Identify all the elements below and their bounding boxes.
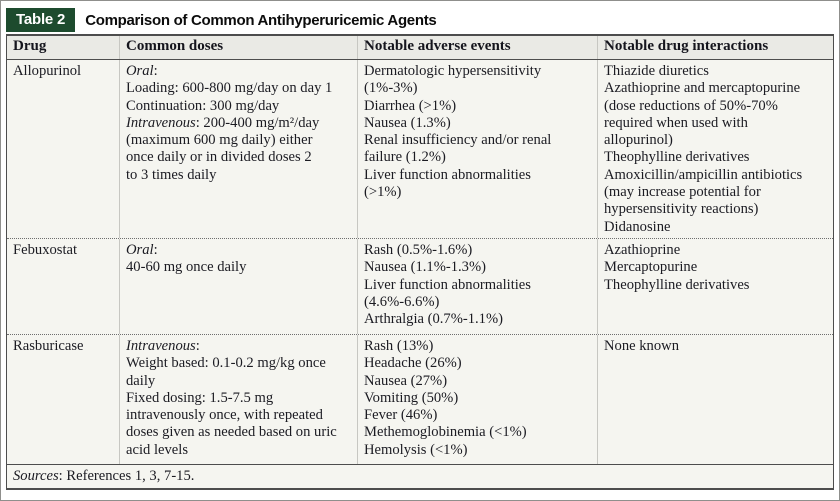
drug-name-cell: Febuxostat bbox=[7, 239, 119, 334]
text-line: Azathioprine bbox=[604, 241, 681, 258]
text-line: Fixed dosing: 1.5-7.5 mg bbox=[126, 389, 274, 406]
text-line: acid levels bbox=[126, 441, 188, 458]
text-line: Febuxostat bbox=[13, 241, 78, 258]
route-label: Oral bbox=[126, 63, 154, 79]
text-line: Theophylline derivatives bbox=[604, 276, 750, 293]
common-doses-cell: Oral: Loading: 600-800 mg/day on day 1 Con… bbox=[119, 60, 357, 238]
text-line: Rash (13%) bbox=[364, 337, 434, 354]
text-line: Thiazide diuretics bbox=[604, 63, 709, 79]
text-line: 40-60 mg once daily bbox=[126, 259, 247, 276]
text-line: Oral: bbox=[126, 241, 158, 258]
text-line: Headache (26%) bbox=[364, 355, 462, 372]
text-line: Oral: bbox=[126, 63, 158, 79]
text-line: Allopurinol bbox=[13, 63, 82, 79]
text-line: Weight based: 0.1-0.2 mg/kg once bbox=[126, 355, 326, 372]
text-line: Rasburicase bbox=[13, 337, 84, 354]
text-line: failure (1.2%) bbox=[364, 149, 446, 166]
text-line: once daily or in divided doses 2 bbox=[126, 149, 312, 166]
table-title-bar: Table 2 Comparison of Common Antihyperur… bbox=[6, 6, 834, 34]
route-label: Intravenous bbox=[126, 114, 196, 131]
text-line: Fever (46%) bbox=[364, 407, 438, 424]
common-doses-cell: Intravenous: Weight based: 0.1-0.2 mg/kg … bbox=[119, 334, 357, 464]
text-line: Vomiting (50%) bbox=[364, 389, 459, 406]
text-line: Nausea (27%) bbox=[364, 372, 448, 389]
text-line: Intravenous: bbox=[126, 337, 200, 354]
table-number-chip: Table 2 bbox=[6, 8, 76, 32]
text-line: doses given as needed based on uric bbox=[126, 424, 337, 441]
text-line: Arthralgia (0.7%-1.1%) bbox=[364, 311, 503, 328]
text-line: Intravenous: 200-400 mg/m²/day bbox=[126, 114, 320, 131]
text-line: to 3 times daily bbox=[126, 166, 217, 183]
text-line: (may increase potential for bbox=[604, 184, 761, 201]
column-header-adverse-events: Notable adverse events bbox=[357, 36, 597, 59]
drug-interactions-cell: None known bbox=[597, 334, 833, 464]
sources-label: Sources bbox=[13, 467, 59, 484]
text-line: None known bbox=[604, 337, 679, 354]
drug-name-cell: Allopurinol bbox=[7, 60, 119, 238]
text-line: Loading: 600-800 mg/day on day 1 bbox=[126, 80, 333, 97]
column-header-common-doses: Common doses bbox=[119, 36, 357, 59]
text-line: Liver function abnormalities bbox=[364, 166, 531, 183]
text-line: (dose reductions of 50%-70% bbox=[604, 97, 778, 114]
text-line: intravenously once, with repeated bbox=[126, 407, 323, 424]
table-row: Rasburicase Intravenous: Weight based: 0.1… bbox=[7, 333, 833, 464]
drug-interactions-cell: Azathioprine Mercaptopurine Theophylline d… bbox=[597, 238, 833, 334]
table-body: Allopurinol Oral: Loading: 600-800 mg/day … bbox=[7, 60, 833, 464]
data-table: Drug Common doses Notable adverse events… bbox=[6, 34, 834, 490]
text-line: allopurinol) bbox=[604, 132, 673, 149]
text-line: Azathioprine and mercaptopurine bbox=[604, 80, 801, 97]
text-line: daily bbox=[126, 372, 156, 389]
text-line: Diarrhea (>1%) bbox=[364, 97, 457, 114]
route-label: Oral bbox=[126, 241, 154, 258]
text-line: Rash (0.5%-1.6%) bbox=[364, 241, 473, 258]
route-label: Intravenous bbox=[126, 337, 196, 354]
table-row: Febuxostat Oral: 40-60 mg once daily Rash (… bbox=[7, 237, 833, 334]
text-line: (maximum 600 mg daily) either bbox=[126, 132, 313, 149]
adverse-events-cell: Dermatologic hypersensitivity (1%-3%) Diar… bbox=[357, 60, 597, 238]
text-line: (4.6%-6.6%) bbox=[364, 293, 440, 310]
sources-row: Sources: References 1, 3, 7-15. bbox=[7, 463, 833, 488]
text-line: Continuation: 300 mg/day bbox=[126, 97, 280, 114]
text-line: Nausea (1.3%) bbox=[364, 114, 451, 131]
adverse-events-cell: Rash (13%) Headache (26%) Nausea (27%) Vomi… bbox=[357, 334, 597, 464]
text-line: Theophylline derivatives bbox=[604, 149, 750, 166]
text-line: Dermatologic hypersensitivity bbox=[364, 63, 542, 79]
drug-interactions-cell: Thiazide diuretics Azathioprine and merca… bbox=[597, 60, 833, 238]
text-line: Mercaptopurine bbox=[604, 259, 698, 276]
text-line: Hemolysis (<1%) bbox=[364, 441, 468, 458]
adverse-events-cell: Rash (0.5%-1.6%) Nausea (1.1%-1.3%) Liver … bbox=[357, 238, 597, 334]
column-header-row: Drug Common doses Notable adverse events… bbox=[7, 36, 833, 60]
column-header-drug-interactions: Notable drug interactions bbox=[597, 36, 833, 59]
text-line: hypersensitivity reactions) bbox=[604, 201, 759, 218]
text-line: Nausea (1.1%-1.3%) bbox=[364, 259, 486, 276]
column-header-drug: Drug bbox=[13, 38, 47, 54]
text-line: Methemoglobinemia (<1%) bbox=[364, 424, 527, 441]
text-line: Amoxicillin/ampicillin antibiotics bbox=[604, 166, 803, 183]
table-row: Allopurinol Oral: Loading: 600-800 mg/day … bbox=[7, 60, 833, 238]
table-title: Comparison of Common Antihyperuricemic A… bbox=[85, 11, 437, 29]
text-line: (>1%) bbox=[364, 184, 402, 201]
drug-name-cell: Rasburicase bbox=[7, 335, 119, 464]
text-line: required when used with bbox=[604, 114, 748, 131]
text-line: (1%-3%) bbox=[364, 80, 418, 97]
sources-text: : References 1, 3, 7-15. bbox=[58, 467, 195, 484]
text-line: Liver function abnormalities bbox=[364, 276, 531, 293]
text-line: Renal insufficiency and/or renal bbox=[364, 132, 552, 149]
text-line: Didanosine bbox=[604, 218, 671, 235]
common-doses-cell: Oral: 40-60 mg once daily bbox=[119, 238, 357, 334]
